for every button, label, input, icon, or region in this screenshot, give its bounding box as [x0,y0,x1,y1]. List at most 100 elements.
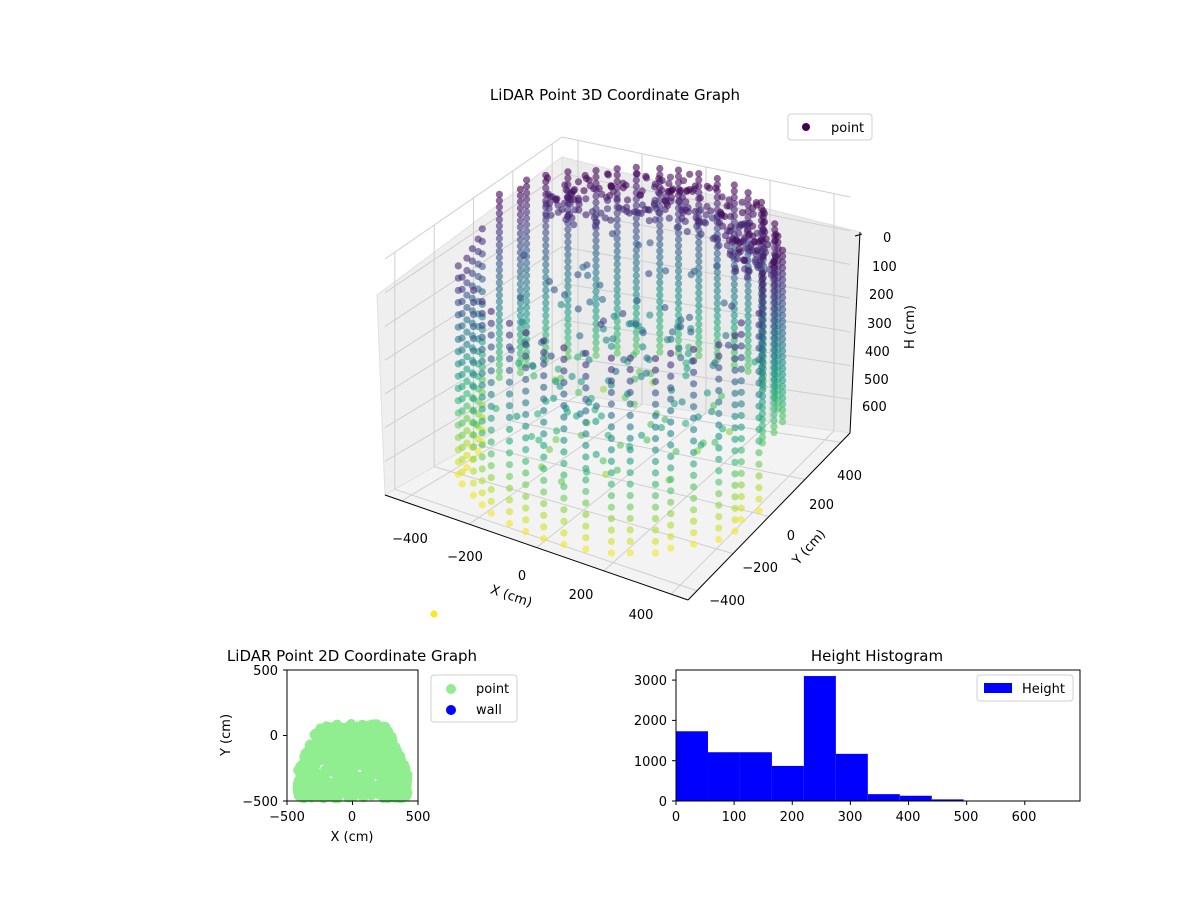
point-3d [674,292,683,300]
point-3d [478,453,486,461]
point-3d [656,285,664,293]
point-3d [744,330,752,338]
point-3d [495,279,503,287]
point-3d [458,443,466,451]
point-3d [682,372,690,380]
point-3d [779,282,787,290]
point-3d [516,305,525,313]
point-3d [478,477,486,485]
point-3d [632,259,640,267]
point-3d [708,214,717,222]
point-2d [333,769,344,780]
point-3d [779,305,787,313]
point-3d [770,299,778,307]
point-3d [458,407,466,415]
point-3d [638,431,646,439]
point-3d [487,462,495,470]
point-3d [495,228,503,236]
point-3d [522,399,530,407]
point-3d [582,407,590,415]
point-3d [632,233,640,241]
point-3d [523,214,531,222]
point-2d [354,757,364,768]
legend-swatch-height [984,683,1012,693]
point-3d [542,261,550,269]
point-3d [478,225,486,233]
point-3d [609,335,617,343]
point-3d [779,376,787,384]
point-3d [674,166,683,174]
point-3d [523,221,531,229]
point-3d [607,457,616,465]
point-3d [540,383,548,391]
point-3d [478,321,486,330]
point-3d [674,280,683,288]
legend-marker-wall-2d [446,705,456,715]
point-3d [523,259,531,267]
point-3d [674,273,683,281]
point-3d [687,328,695,336]
point-3d [560,367,568,375]
point-3d [592,300,600,308]
point-3d [626,514,634,523]
point-3d [516,324,525,332]
point-3d [474,272,482,281]
point-2d [315,739,325,750]
point-3d [623,196,632,204]
legend-marker-point-2d [446,684,456,694]
point-3d [779,347,787,355]
point-3d [588,208,597,216]
point-3d [626,549,634,557]
point-3d [683,228,691,236]
point-3d [646,311,654,319]
point-3d [523,208,531,216]
point-3d [458,395,466,403]
point-3d [581,171,589,180]
point-3d [516,229,525,238]
point-3d [575,200,583,208]
point-3d [582,464,590,473]
point-3d [495,272,503,280]
point-3d [592,230,600,238]
point-3d [495,285,503,293]
point-3d [758,293,767,301]
point-3d [487,438,495,446]
point-3d [667,372,675,380]
point-3d [666,173,675,181]
point-3d [574,305,582,313]
point-2d [383,726,394,737]
point-3d [779,329,787,337]
point-3d [516,242,525,250]
point-3d [560,402,568,410]
point-3d [542,229,550,237]
point-3d [753,246,762,254]
point-3d [458,334,466,342]
point-3d [469,347,478,355]
point-3d [779,246,787,254]
point-3d [656,291,664,299]
point-3d [582,395,590,403]
point-3d [770,375,778,384]
point-3d [542,312,550,320]
point-3d [592,294,600,302]
point-3d [619,310,627,318]
point-3d [613,222,621,230]
point-3d [474,447,482,455]
point-3d [463,340,471,348]
point-3d [505,319,514,327]
point-3d [560,436,568,444]
point-3d [753,201,761,209]
point-3d [770,275,778,284]
point-3d [730,361,738,369]
point-3d [565,210,574,218]
point-3d [731,378,739,386]
point-3d [633,297,641,305]
point-3d [759,207,767,215]
legend-label-wall-2d: wall [476,703,502,718]
point-3d [682,419,690,427]
point-3d [518,318,527,326]
point-3d [683,187,691,195]
point-3d [744,343,752,351]
point-3d [632,291,640,299]
point-3d [690,540,698,548]
